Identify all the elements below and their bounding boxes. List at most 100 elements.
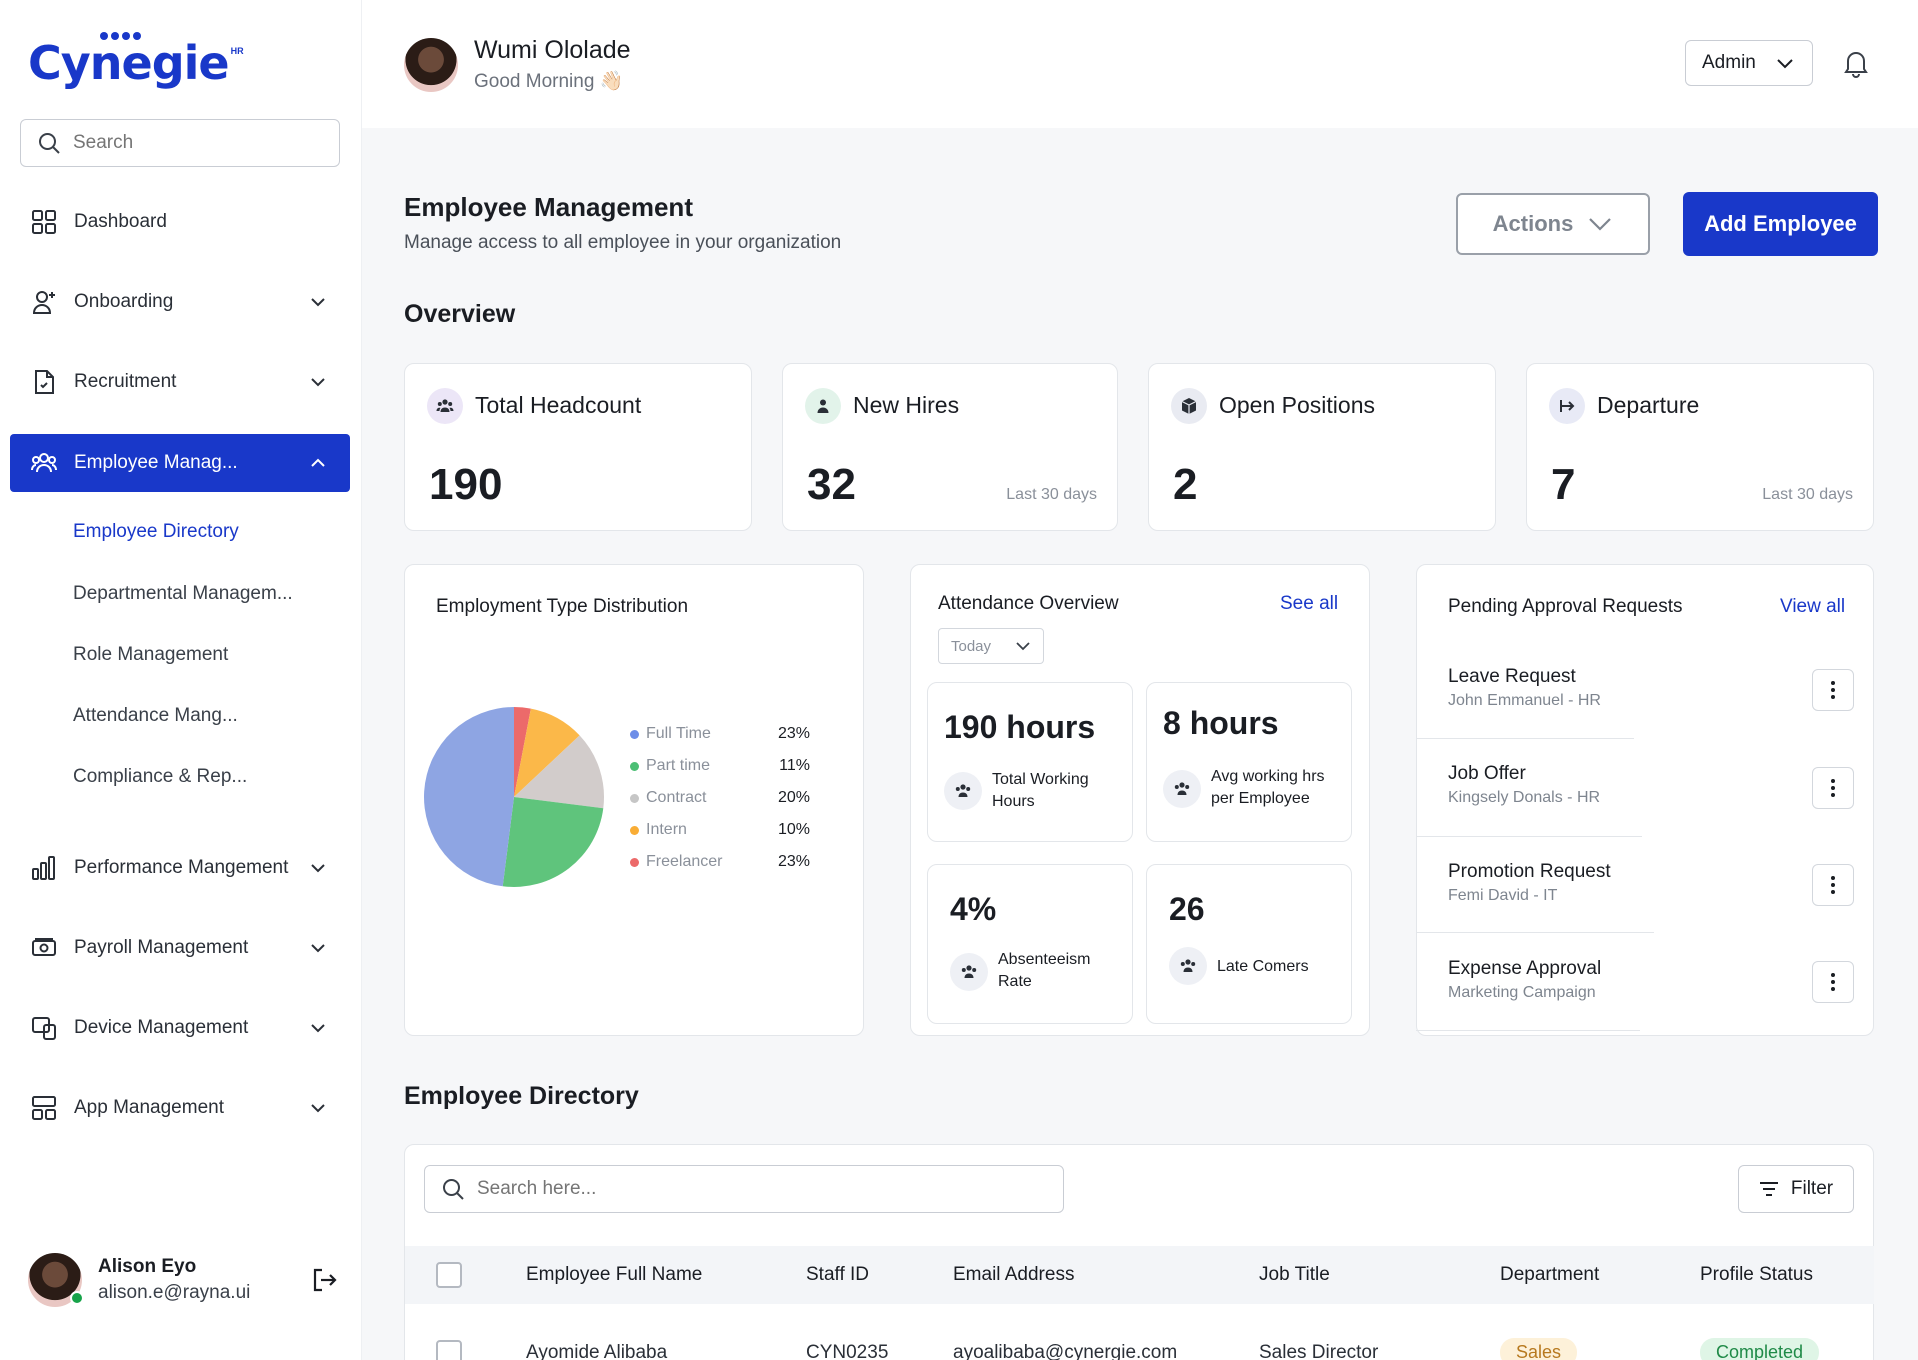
pie-slice-freelancer[interactable] <box>514 707 531 797</box>
sidebar-item-dashboard[interactable]: Dashboard <box>10 193 350 251</box>
sidebar-item-performance[interactable]: Performance Mangement <box>10 839 350 897</box>
logo-dots <box>100 32 141 40</box>
attendance-label: Avg working hrs per Employee <box>1211 766 1325 810</box>
legend-label: Part time <box>646 757 711 774</box>
divider <box>1416 738 1634 739</box>
sidebar-item-app[interactable]: App Management <box>10 1079 350 1137</box>
add-employee-button[interactable]: Add Employee <box>1683 192 1878 256</box>
directory-search-input[interactable] <box>477 1178 1037 1200</box>
kebab-menu-icon[interactable] <box>1812 669 1854 711</box>
kebab-menu-icon[interactable] <box>1812 767 1854 809</box>
approval-item[interactable]: Job Offer Kingsely Donals - HR <box>1448 763 1600 807</box>
stat-label: Total Headcount <box>475 392 642 418</box>
actions-dropdown[interactable]: Actions <box>1456 193 1650 255</box>
stat-value: 32 <box>807 460 856 509</box>
pie-slice-part-time[interactable] <box>502 797 604 887</box>
sidebar-subitem-departmental-management[interactable]: Departmental Managem... <box>73 583 293 604</box>
column-header[interactable]: Department <box>1500 1264 1600 1285</box>
page-title: Employee Management <box>404 192 693 222</box>
sidebar-item-payroll[interactable]: Payroll Management <box>10 919 350 977</box>
sidebar-item-onboarding[interactable]: Onboarding <box>10 273 350 331</box>
chevron-down-icon[interactable] <box>308 938 328 958</box>
column-header[interactable]: Employee Full Name <box>526 1264 703 1285</box>
approvals-title: Pending Approval Requests <box>1448 596 1683 617</box>
column-header[interactable]: Job Title <box>1259 1264 1330 1285</box>
brand-logo[interactable]: Cynegie HR <box>28 32 244 90</box>
avatar[interactable] <box>404 37 458 92</box>
devices-icon <box>30 1014 58 1042</box>
sidebar-subitem-role-management[interactable]: Role Management <box>73 644 229 665</box>
avatar[interactable] <box>28 1253 84 1307</box>
greeting-label: Good Morning <box>474 71 595 92</box>
directory-search[interactable] <box>424 1165 1064 1213</box>
legend-dot <box>630 825 639 835</box>
attendance-period-select[interactable]: Today <box>938 628 1044 664</box>
sidebar-item-employee-management[interactable]: Employee Manag... <box>10 434 350 492</box>
chevron-down-icon[interactable] <box>308 1018 328 1038</box>
stat-card-departure[interactable]: Departure 7 Last 30 days <box>1526 363 1874 531</box>
kebab-menu-icon[interactable] <box>1812 864 1854 906</box>
approval-sub: John Emmanuel - HR <box>1448 692 1601 709</box>
stat-card-open-positions[interactable]: Open Positions 2 <box>1148 363 1496 531</box>
approval-item[interactable]: Expense Approval Marketing Campaign <box>1448 958 1601 1002</box>
users-icon <box>1169 947 1207 985</box>
filter-label: Filter <box>1790 1178 1834 1199</box>
row-checkbox[interactable] <box>436 1340 462 1360</box>
chevron-down-icon[interactable] <box>308 292 328 312</box>
stat-label: New Hires <box>853 392 960 418</box>
legend-value: 23% <box>777 853 810 870</box>
column-header[interactable]: Staff ID <box>806 1264 870 1285</box>
attendance-title: Attendance Overview <box>938 593 1119 614</box>
chevron-down-icon <box>1777 59 1793 69</box>
sidebar-user: Alison Eyo alison.e@rayna.ui <box>28 1250 338 1310</box>
chevron-down-icon[interactable] <box>308 858 328 878</box>
actions-label: Actions <box>1492 211 1574 236</box>
attendance-label-line2: Hours <box>992 793 1035 810</box>
role-dropdown[interactable]: Admin <box>1685 40 1813 86</box>
legend-dot <box>630 729 639 739</box>
pie-slice-full-time[interactable] <box>423 707 514 887</box>
chevron-up-icon[interactable] <box>308 453 328 473</box>
bell-icon[interactable] <box>1842 48 1870 78</box>
attendance-label: Total Working Hours <box>992 769 1089 813</box>
chevron-down-icon[interactable] <box>308 372 328 392</box>
sidebar-subitem-compliance[interactable]: Compliance & Rep... <box>73 766 248 787</box>
sidebar-search[interactable] <box>20 119 340 167</box>
attendance-card-avg-hours: 8 hours Avg working hrs per Employee <box>1146 682 1352 842</box>
select-all-checkbox[interactable] <box>436 1262 462 1288</box>
pie-slice-intern[interactable] <box>514 708 580 797</box>
sidebar-search-input[interactable] <box>73 132 313 154</box>
sidebar-item-recruitment[interactable]: Recruitment <box>10 353 350 411</box>
attendance-label-line2: Rate <box>998 973 1032 990</box>
see-all-link[interactable]: See all <box>1280 593 1339 614</box>
sidebar-user-name: Alison Eyo <box>98 1256 197 1277</box>
legend-value: 11% <box>779 757 810 774</box>
sidebar-subitem-employee-directory[interactable]: Employee Directory <box>73 521 239 542</box>
chevron-down-icon[interactable] <box>308 1098 328 1118</box>
approval-item[interactable]: Promotion Request Femi David - IT <box>1448 861 1611 905</box>
legend-dot <box>630 793 639 803</box>
kebab-menu-icon[interactable] <box>1812 961 1854 1003</box>
column-header[interactable]: Profile Status <box>1700 1264 1813 1285</box>
legend-dot <box>630 857 639 867</box>
chart-title: Employment Type Distribution <box>436 596 689 617</box>
exit-icon <box>1549 388 1585 424</box>
pie-slice-contract[interactable] <box>514 735 604 809</box>
period-label: Today <box>951 637 992 655</box>
divider <box>1416 836 1642 837</box>
stat-card-headcount[interactable]: Total Headcount 190 <box>404 363 752 531</box>
attendance-label: Late Comers <box>1217 958 1309 975</box>
sidebar-item-device[interactable]: Device Management <box>10 999 350 1057</box>
approval-item[interactable]: Leave Request John Emmanuel - HR <box>1448 666 1601 710</box>
divider <box>1416 932 1654 933</box>
view-all-link[interactable]: View all <box>1780 596 1846 617</box>
filter-button[interactable]: Filter <box>1738 1165 1854 1213</box>
sidebar-subitem-attendance-management[interactable]: Attendance Mang... <box>73 705 238 726</box>
column-header[interactable]: Email Address <box>953 1264 1075 1285</box>
stat-card-new-hires[interactable]: New Hires 32 Last 30 days <box>782 363 1118 531</box>
user-icon <box>805 388 841 424</box>
logout-icon[interactable] <box>310 1266 338 1294</box>
legend-item: Part time 11% <box>630 757 810 775</box>
header-user: Wumi Ololade Good Morning 👋🏻 <box>404 36 631 93</box>
top-bar: Wumi Ololade Good Morning 👋🏻 Admin <box>362 0 1918 128</box>
